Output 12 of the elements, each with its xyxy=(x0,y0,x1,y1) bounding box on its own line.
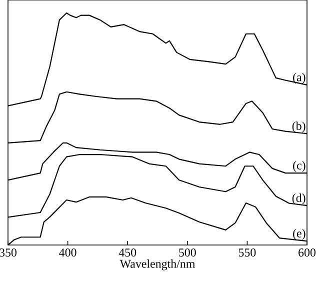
x-tick-label: 500 xyxy=(179,248,196,257)
x-axis-title: Wavelength/nm xyxy=(120,259,196,270)
x-tick-label: 350 xyxy=(0,248,17,257)
x-tick-label: 600 xyxy=(298,248,316,257)
x-tick-label: 450 xyxy=(118,248,136,257)
series-label: (b) xyxy=(292,122,306,132)
series-label: (e) xyxy=(293,229,306,240)
series-label: (a) xyxy=(293,72,306,84)
x-tick-label: 550 xyxy=(238,248,256,257)
x-tick-label: 400 xyxy=(59,248,76,257)
series-label: (c) xyxy=(293,161,306,172)
series-label: (d) xyxy=(292,194,306,204)
